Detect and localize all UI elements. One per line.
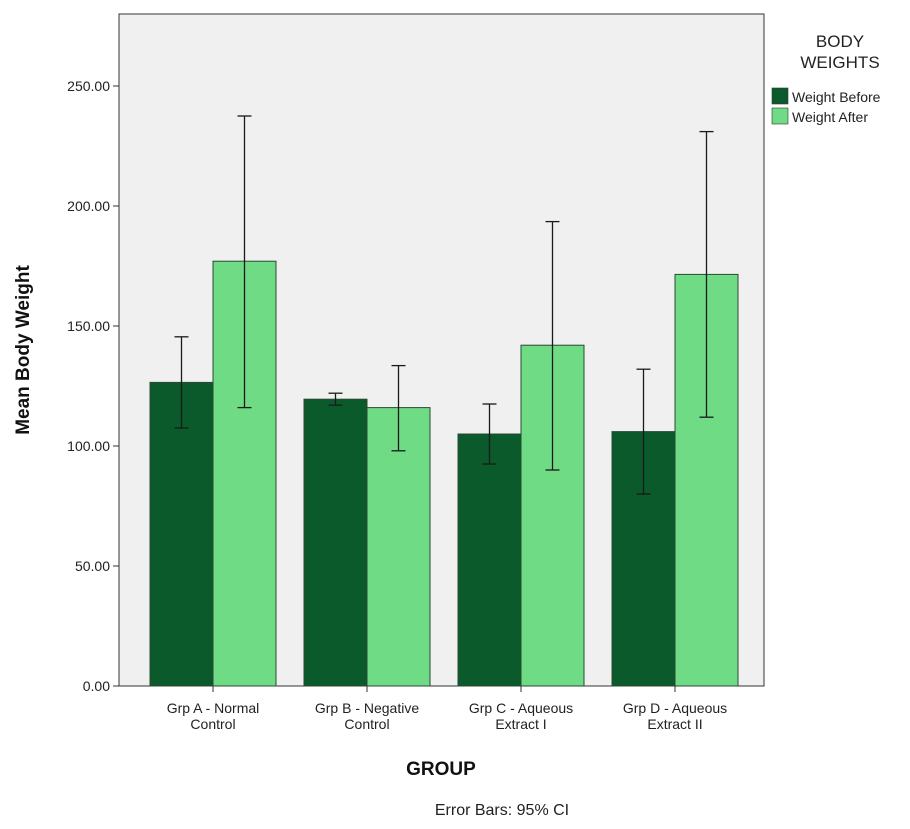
y-axis-title: Mean Body Weight [13,265,34,435]
error-bar [391,364,406,452]
bar-weight-before [149,381,214,687]
bar-weight-before [457,433,522,687]
error-bar [328,392,343,406]
legend: BODY WEIGHTS Weight Before Weight After [771,32,881,125]
y-tick-label: 0.00 [83,678,110,694]
y-tick-label: 100.00 [67,438,110,454]
y-tick-label: 250.00 [67,78,110,94]
x-tick-label: Control [190,716,235,732]
error-bar [699,130,714,418]
bars-layer [149,260,739,687]
bar-weight-after [366,407,431,687]
legend-title-line-1: BODY [816,32,864,51]
legend-title-line-2: WEIGHTS [800,53,879,72]
bar-weight-before [303,398,368,687]
x-tick-label: Grp B - Negative [315,700,419,716]
y-tick-label: 150.00 [67,318,110,334]
legend-swatch-weight-after [771,107,789,125]
x-tick-label: Grp C - Aqueous [469,700,573,716]
legend-label-weight-before: Weight Before [792,89,881,105]
error-bar [174,336,189,429]
x-tick-label: Grp D - Aqueous [623,700,727,716]
legend-label-weight-after: Weight After [792,109,868,125]
error-bar [482,403,497,465]
y-axis: 0.00 50.00 100.00 150.00 200.00 250.00 [67,78,119,694]
x-tick-label: Extract I [495,716,546,732]
y-tick-label: 50.00 [75,558,110,574]
legend-swatch-weight-before [771,87,789,105]
x-tick-label: Grp A - Normal [167,700,260,716]
x-axis-title: GROUP [406,759,476,780]
footnote: Error Bars: 95% CI [435,802,569,819]
x-tick-label: Control [344,716,389,732]
error-bar [636,368,651,495]
error-bar [545,220,560,471]
error-bar [237,115,252,409]
error-bars-layer [174,115,714,495]
x-tick-label: Extract II [647,716,702,732]
bar-weight-after [674,273,739,687]
y-tick-label: 200.00 [67,198,110,214]
